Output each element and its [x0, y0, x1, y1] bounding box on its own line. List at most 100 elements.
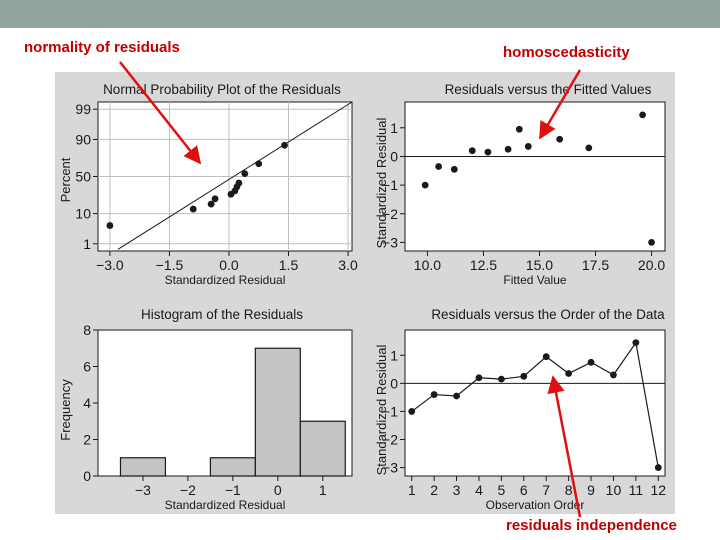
data-point: [504, 145, 512, 153]
data-point: [520, 372, 528, 380]
chart-2: Residuals versus the Fitted Values Fitted…: [374, 82, 666, 287]
y-tick-label: −2: [382, 206, 398, 222]
data-point: [639, 111, 646, 119]
data-point: [484, 148, 492, 156]
x-tick-label: 0: [274, 482, 282, 498]
data-point: [421, 181, 429, 189]
plot-area: [404, 329, 666, 477]
y-tick-label: 1: [390, 120, 398, 136]
x-axis-label: Observation Order: [486, 498, 585, 512]
y-tick-label: 99: [75, 101, 91, 117]
y-tick-label: 0: [390, 375, 398, 391]
top-title-bar: [0, 0, 720, 28]
x-tick-label: 17.5: [582, 257, 609, 273]
histogram-bar: [119, 457, 167, 477]
x-tick-label: 0.0: [219, 257, 239, 273]
data-point: [211, 195, 219, 203]
x-tick-label: 1.5: [279, 257, 299, 273]
y-tick-label: 0: [390, 148, 398, 164]
x-tick-label: −3: [135, 482, 151, 498]
data-point: [189, 205, 197, 213]
data-point: [654, 464, 662, 471]
x-axis-label: Standardized Residual: [165, 273, 286, 287]
x-tick-label: 11: [629, 482, 644, 498]
data-point: [610, 371, 617, 379]
y-tick-label: 1: [390, 347, 398, 363]
data-point: [453, 392, 460, 400]
x-tick-label: 20.0: [638, 257, 665, 273]
x-tick-label: 15.0: [526, 257, 553, 273]
data-point: [450, 165, 458, 173]
data-point: [585, 144, 593, 152]
data-point: [542, 353, 550, 361]
y-tick-label: 4: [83, 395, 91, 411]
data-point: [430, 391, 438, 398]
chart-1: Normal Probability Plot of the Residuals…: [58, 82, 358, 287]
histogram-bar: [209, 457, 256, 477]
y-axis-label: Standardized Residual: [374, 344, 389, 475]
y-tick-label: 8: [83, 322, 91, 338]
plot-area: [404, 101, 666, 252]
reference-line: [117, 101, 353, 250]
data-point: [235, 179, 243, 187]
x-axis-label: Fitted Value: [503, 273, 566, 287]
x-tick-label: 2: [430, 482, 438, 498]
chart-title: Histogram of the Residuals: [141, 307, 303, 322]
chart-4: Residuals versus the Order of the Data Ob…: [374, 307, 666, 512]
y-tick-label: −2: [382, 432, 398, 448]
chart-title: Residuals versus the Order of the Data: [431, 307, 665, 322]
independence-annotation: residuals independence: [506, 517, 677, 534]
x-tick-label: 7: [542, 482, 550, 498]
data-point: [524, 143, 532, 150]
y-tick-label: 1: [83, 236, 91, 252]
y-axis-label: Standardized Residual: [374, 117, 389, 248]
x-tick-label: −1: [225, 482, 241, 498]
series-line: [411, 341, 659, 468]
y-tick-label: −3: [382, 234, 398, 250]
x-tick-label: 6: [520, 482, 528, 498]
x-tick-label: 1: [319, 482, 327, 498]
y-tick-label: −1: [382, 403, 398, 419]
x-tick-label: 3: [453, 482, 461, 498]
normality-annotation: normality of residuals: [24, 39, 180, 56]
data-point: [241, 170, 249, 177]
x-axis-label: Standardized Residual: [165, 498, 286, 512]
y-tick-label: 90: [75, 131, 91, 147]
y-tick-label: 50: [75, 169, 91, 185]
data-point: [556, 135, 564, 143]
y-tick-label: 10: [75, 206, 91, 222]
x-tick-label: 12.5: [470, 257, 497, 273]
x-tick-label: 10.0: [414, 257, 441, 273]
data-point: [435, 163, 443, 170]
data-point: [632, 339, 640, 347]
chart-3: Histogram of the Residuals Standardized R…: [58, 307, 353, 512]
x-tick-label: 12: [650, 482, 666, 498]
histogram-bar: [299, 420, 346, 477]
normality-arrow: [119, 61, 202, 165]
x-tick-label: 10: [606, 482, 622, 498]
x-tick-label: 4: [475, 482, 483, 498]
data-point: [281, 141, 288, 149]
data-point: [408, 408, 416, 415]
data-point: [648, 239, 655, 246]
histogram-bar: [254, 347, 301, 477]
data-point: [497, 375, 505, 383]
x-tick-label: −2: [180, 482, 196, 498]
data-point: [255, 160, 263, 168]
y-tick-label: −3: [382, 460, 398, 476]
data-point: [468, 147, 476, 155]
x-tick-label: 9: [587, 482, 595, 498]
data-point: [587, 358, 595, 366]
data-point: [106, 222, 114, 229]
x-tick-label: 3.0: [338, 257, 358, 273]
data-point: [207, 200, 215, 208]
x-tick-label: 1: [408, 482, 416, 498]
chart-title: Residuals versus the Fitted Values: [445, 82, 652, 97]
y-axis-label: Frequency: [58, 379, 73, 441]
homoscedasticity-arrow: [538, 69, 582, 140]
x-tick-label: −3.0: [96, 257, 124, 273]
data-point: [475, 374, 483, 382]
data-point: [565, 370, 573, 377]
y-tick-label: −1: [382, 177, 398, 193]
